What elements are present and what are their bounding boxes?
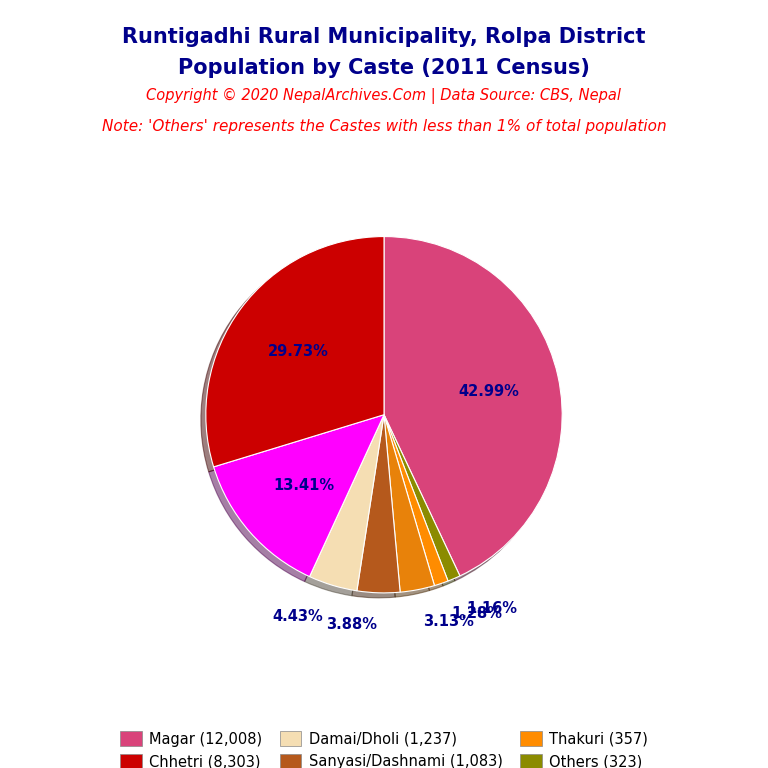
- Text: 4.43%: 4.43%: [273, 608, 323, 624]
- Wedge shape: [384, 237, 562, 576]
- Text: 13.41%: 13.41%: [273, 478, 334, 492]
- Wedge shape: [357, 415, 400, 593]
- Text: 3.13%: 3.13%: [423, 614, 475, 629]
- Text: 3.88%: 3.88%: [326, 617, 378, 632]
- Text: 1.16%: 1.16%: [467, 601, 518, 616]
- Text: Runtigadhi Rural Municipality, Rolpa District: Runtigadhi Rural Municipality, Rolpa Dis…: [122, 27, 646, 47]
- Wedge shape: [214, 415, 384, 577]
- Wedge shape: [206, 237, 384, 467]
- Text: Note: 'Others' represents the Castes with less than 1% of total population: Note: 'Others' represents the Castes wit…: [101, 119, 667, 134]
- Text: 1.28%: 1.28%: [452, 606, 502, 621]
- Text: 29.73%: 29.73%: [267, 343, 329, 359]
- Wedge shape: [310, 415, 384, 591]
- Wedge shape: [384, 415, 448, 585]
- Legend: Magar (12,008), Chhetri (8,303), Kami (3,745), Damai/Dholi (1,237), Sanyasi/Dash: Magar (12,008), Chhetri (8,303), Kami (3…: [113, 724, 655, 768]
- Wedge shape: [384, 415, 460, 581]
- Text: Copyright © 2020 NepalArchives.Com | Data Source: CBS, Nepal: Copyright © 2020 NepalArchives.Com | Dat…: [147, 88, 621, 104]
- Wedge shape: [384, 415, 435, 592]
- Text: 42.99%: 42.99%: [458, 384, 518, 399]
- Text: Population by Caste (2011 Census): Population by Caste (2011 Census): [178, 58, 590, 78]
